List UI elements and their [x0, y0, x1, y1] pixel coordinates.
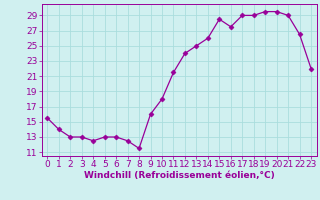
X-axis label: Windchill (Refroidissement éolien,°C): Windchill (Refroidissement éolien,°C)	[84, 171, 275, 180]
